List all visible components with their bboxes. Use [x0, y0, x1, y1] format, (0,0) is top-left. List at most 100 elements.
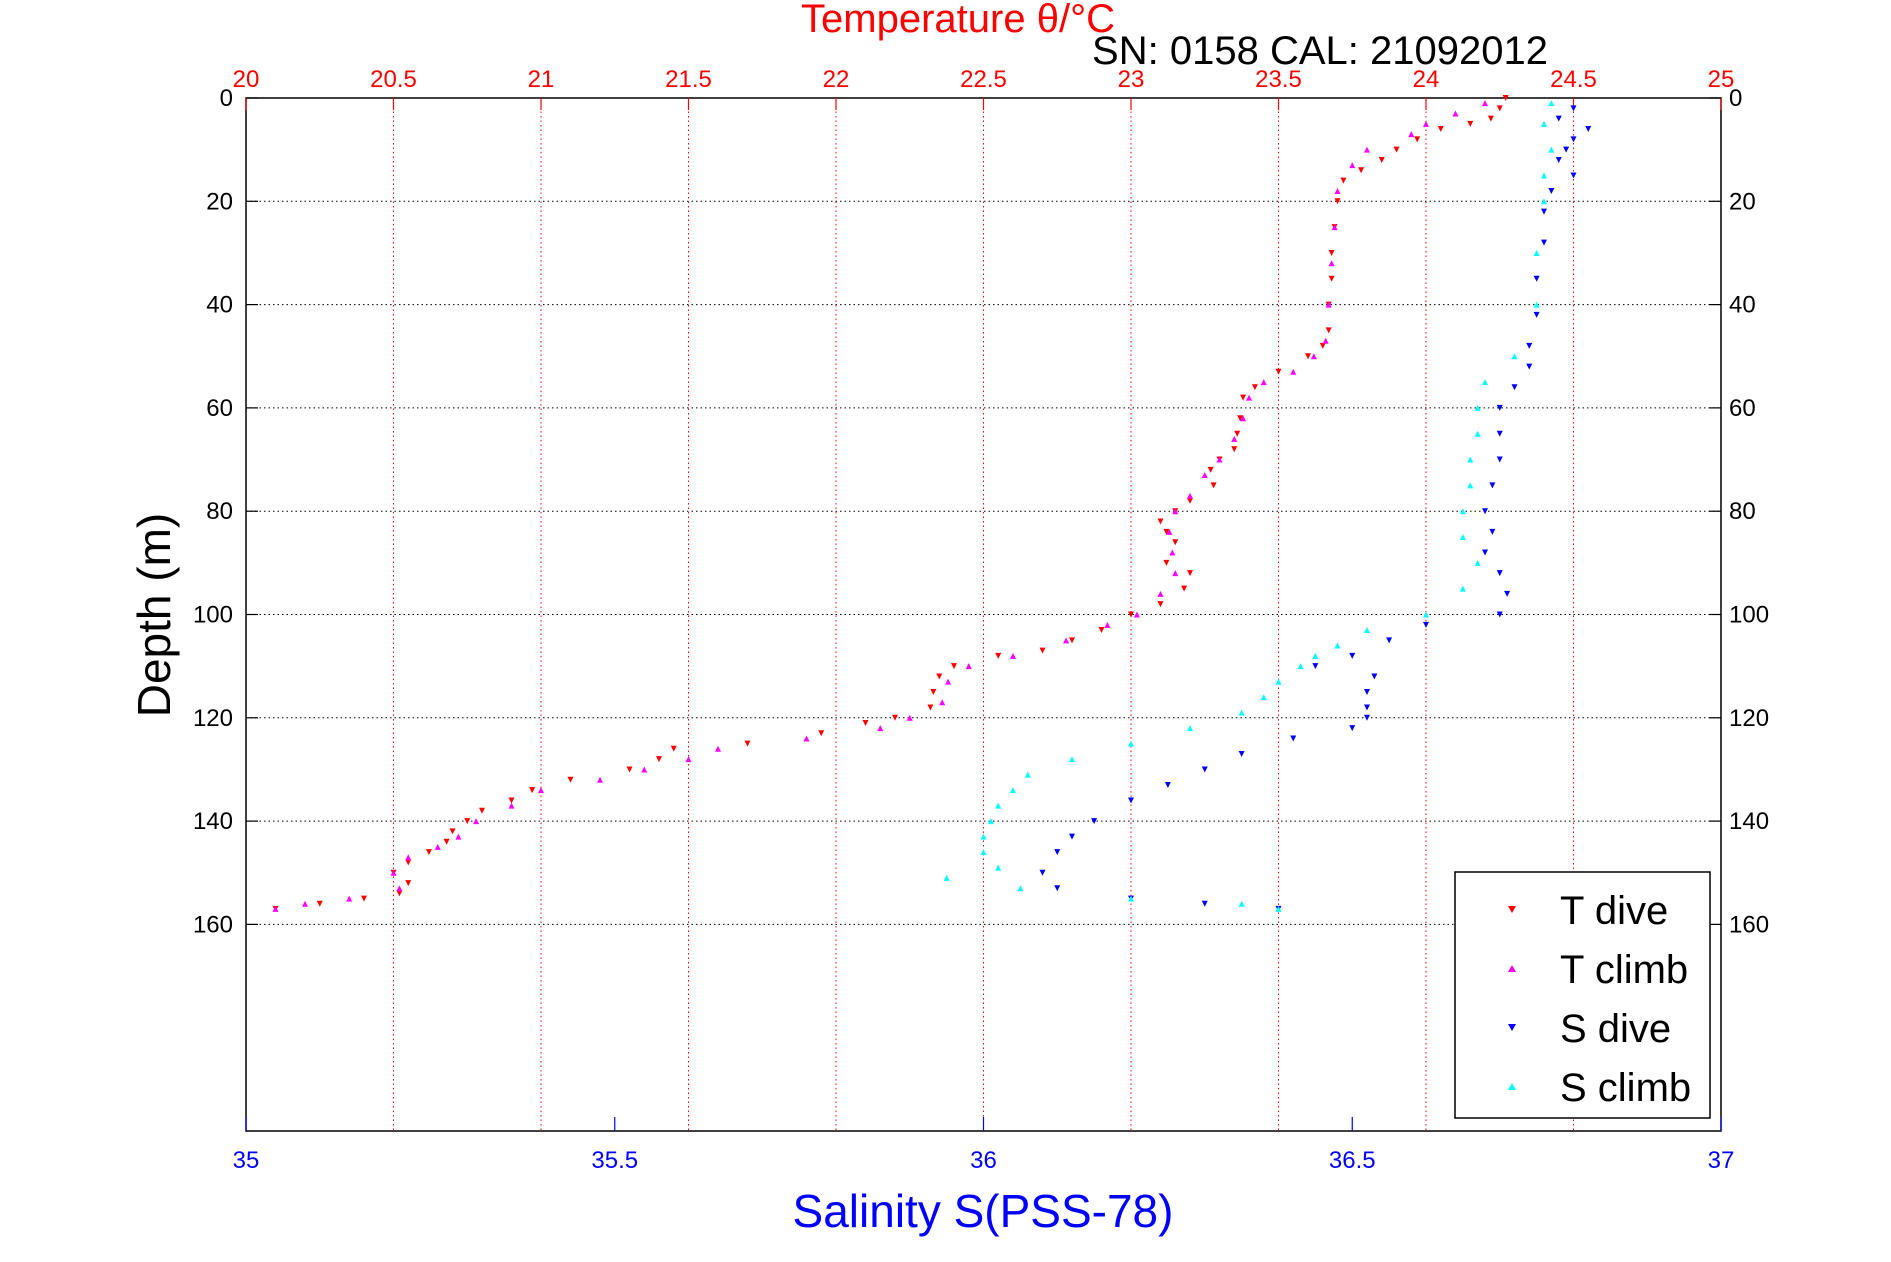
data-point	[361, 895, 367, 902]
legend-box	[1454, 871, 1711, 1119]
data-point	[1201, 900, 1208, 907]
temp-tick-label: 22.5	[960, 66, 1007, 93]
data-point	[1164, 781, 1171, 788]
data-point	[1533, 275, 1540, 282]
data-point	[1364, 146, 1370, 153]
data-point	[1378, 156, 1385, 163]
depth-tick-label-left: 0	[220, 85, 233, 112]
data-point	[1128, 797, 1134, 804]
data-point	[1024, 771, 1031, 778]
data-point	[1039, 869, 1046, 876]
salinity-tick-label: 36	[970, 1147, 997, 1174]
data-point	[405, 880, 412, 887]
data-point	[1063, 637, 1070, 644]
depth-tick-label-right: 40	[1729, 292, 1756, 319]
data-point	[1234, 430, 1241, 437]
data-point	[1563, 146, 1570, 153]
data-point	[1104, 621, 1111, 628]
data-point	[434, 843, 441, 850]
data-point	[1128, 611, 1134, 618]
data-point	[1238, 750, 1245, 757]
depth-axis-title: Depth (m)	[128, 513, 180, 717]
salinity-tick-label: 36.5	[1329, 1147, 1376, 1174]
data-point	[455, 833, 462, 840]
temp-tick-label: 20.5	[370, 66, 417, 93]
data-point	[1010, 787, 1016, 794]
data-point	[1467, 482, 1474, 489]
data-point	[1393, 146, 1400, 153]
data-point	[930, 688, 937, 695]
data-point	[1017, 885, 1024, 892]
data-point	[656, 756, 662, 763]
data-point	[1533, 249, 1540, 256]
data-point	[597, 776, 603, 783]
data-point	[1340, 177, 1347, 184]
data-point	[1238, 709, 1245, 716]
data-point	[1541, 120, 1547, 127]
data-point	[1364, 626, 1370, 633]
data-point	[1312, 663, 1319, 670]
data-point	[396, 885, 403, 892]
data-point	[1489, 482, 1496, 489]
data-point	[1187, 570, 1193, 577]
depth-tick-label-left: 120	[193, 705, 233, 732]
depth-tick-label-right: 80	[1729, 498, 1756, 525]
data-point	[1570, 172, 1577, 179]
data-point	[425, 849, 432, 856]
legend-label-s-climb: S climb	[1560, 1066, 1691, 1110]
data-point	[995, 802, 1002, 809]
data-point	[1290, 735, 1297, 742]
data-point	[1487, 115, 1494, 122]
temp-tick-label: 24.5	[1550, 66, 1597, 93]
data-point	[1181, 585, 1188, 592]
data-point	[1163, 528, 1170, 535]
data-point	[1310, 353, 1317, 360]
data-point	[1231, 446, 1238, 453]
data-point	[529, 787, 536, 794]
data-point	[1482, 379, 1488, 386]
data-point	[1334, 187, 1341, 194]
data-point	[1290, 368, 1297, 375]
data-point	[1238, 900, 1245, 907]
data-point	[877, 725, 884, 732]
salinity-axis: 35 35.5 36 36.5 37	[233, 1117, 1734, 1174]
data-point	[803, 735, 810, 742]
data-point	[1172, 570, 1179, 577]
data-point	[479, 807, 485, 814]
data-point	[1098, 626, 1105, 633]
data-point	[1541, 208, 1547, 215]
data-point	[1502, 95, 1509, 101]
data-point	[670, 745, 677, 752]
data-point	[744, 740, 751, 747]
data-point	[443, 838, 450, 845]
temp-tick-label: 20	[233, 66, 260, 93]
data-point	[405, 859, 412, 866]
depth-tick-label-right: 160	[1729, 911, 1769, 938]
data-point	[1467, 456, 1474, 463]
data-point	[1334, 642, 1341, 649]
data-point	[1585, 125, 1592, 132]
depth-tick-label-right: 100	[1729, 602, 1769, 629]
series-t-dive	[272, 95, 1509, 912]
depth-tick-label-left: 80	[206, 498, 233, 525]
data-point	[1496, 456, 1503, 463]
data-point	[1187, 497, 1193, 504]
data-point	[980, 833, 987, 840]
data-point	[1240, 415, 1247, 422]
data-point	[1319, 342, 1326, 349]
data-point	[641, 766, 648, 773]
data-point	[1305, 353, 1311, 360]
salinity-tick-label: 35	[233, 1147, 260, 1174]
data-point	[818, 730, 825, 737]
data-point	[1275, 678, 1282, 685]
data-point	[1496, 105, 1503, 112]
data-point	[1408, 131, 1415, 138]
temp-tick-label: 24	[1413, 66, 1440, 93]
data-point	[1128, 740, 1134, 747]
data-point	[405, 854, 412, 861]
data-point	[1325, 301, 1332, 308]
salinity-tick-label: 35.5	[591, 1147, 638, 1174]
data-point	[1496, 611, 1503, 618]
data-point	[1482, 549, 1488, 556]
data-point	[1459, 534, 1466, 541]
